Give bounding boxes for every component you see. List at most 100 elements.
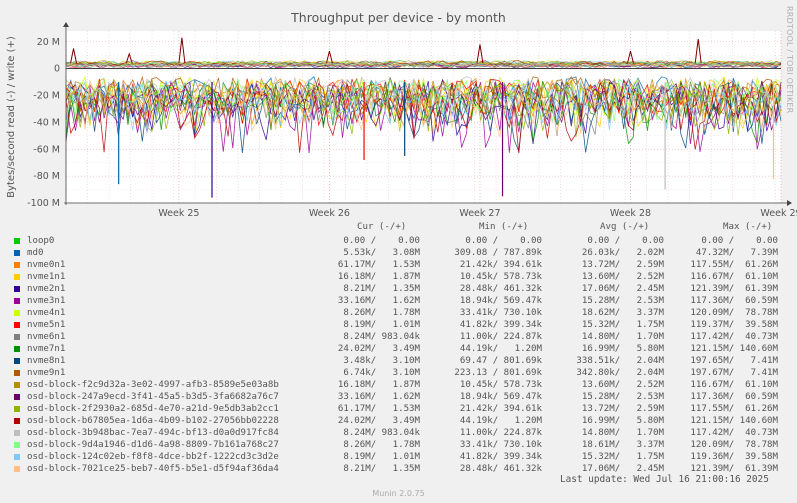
read-series-line (65, 80, 782, 145)
plot-area (66, 31, 781, 203)
legend-swatch (14, 262, 20, 268)
legend-row: osd-block-3b948bac-7ea7-494c-bf13-d0a0d9… (0, 427, 797, 439)
legend-row: nvme3n1 33.16M/ 1.62M 18.94k/ 569.47k 15.28… (0, 295, 797, 307)
legend-avg-value: 17.06M/ 2.45M (581, 284, 664, 294)
y-tick-label: -100 M (27, 198, 60, 209)
legend-swatch (14, 298, 20, 304)
legend-cur-value: 33.16M/ 1.62M (337, 392, 420, 402)
legend-header-row: Cur (-/+) Min (-/+) Avg (-/+) Max (-/+) (0, 221, 797, 233)
legend-avg-value: 26.03k/ 2.02M (581, 248, 664, 258)
legend-min-value: 28.48k/ 461.32k (459, 284, 542, 294)
legend-max-value: 0.00 / 0.00 (701, 236, 778, 246)
x-tick-label: Week 26 (309, 208, 350, 219)
legend-device-name: osd-block-247a9ecd-3f41-45a5-b3d5-3fa668… (27, 392, 279, 402)
legend-device-name: osd-block-b67805ea-1d6a-4b09-b102-27056b… (27, 416, 279, 426)
legend-device-name: osd-block-9d4a1946-d1d6-4a98-8809-7b161a… (27, 440, 279, 450)
write-series-line (65, 62, 782, 69)
rrdtool-credit-text: RRDTOOL / TOBI OETIKER (785, 6, 794, 114)
x-axis-arrow (787, 200, 792, 206)
legend-header-avg: Avg (-/+) (600, 222, 650, 232)
legend-device-name: osd-block-7021ce25-beb7-40f5-b5e1-d5f94a… (27, 464, 279, 474)
legend-device-name: md0 (27, 248, 44, 258)
legend-cur-value: 8.19M/ 1.01M (343, 320, 420, 330)
legend-row: osd-block-247a9ecd-3f41-45a5-b3d5-3fa668… (0, 391, 797, 403)
write-spike (125, 52, 133, 64)
legend-swatch (14, 274, 20, 280)
legend-avg-value: 14.80M/ 1.70M (581, 428, 664, 438)
read-series-line (65, 79, 782, 138)
legend-device-name: osd-block-3b948bac-7ea7-494c-bf13-d0a0d9… (27, 428, 279, 438)
legend-max-value: 117.55M/ 61.26M (690, 260, 778, 270)
legend-cur-value: 33.16M/ 1.62M (337, 296, 420, 306)
legend-max-value: 117.36M/ 60.59M (690, 296, 778, 306)
legend-swatch (14, 322, 20, 328)
legend-max-value: 117.42M/ 40.73M (690, 428, 778, 438)
x-tick-label: Week 25 (158, 208, 199, 219)
legend-max-value: 121.15M/ 140.60M (690, 344, 778, 354)
munin-version: Munin 2.0.75 (372, 489, 425, 498)
read-series-line (65, 81, 782, 154)
legend-device-name: nvme8n1 (27, 356, 66, 366)
legend-swatch (14, 334, 20, 340)
legend-cur-value: 24.02M/ 3.49M (337, 344, 420, 354)
legend-max-value: 116.67M/ 61.10M (690, 380, 778, 390)
legend-min-value: 21.42k/ 394.61k (459, 260, 542, 270)
legend-device-name: osd-block-124c02eb-f8f8-4dce-bb2f-1222cd… (27, 452, 279, 462)
write-spike (476, 44, 484, 64)
legend-row: nvme1n1 16.18M/ 1.87M 10.45k/ 578.73k 13.60… (0, 271, 797, 283)
y-axis-arrow (63, 22, 69, 27)
write-spike (626, 51, 634, 64)
legend-min-value: 223.13 / 801.69k (454, 368, 542, 378)
legend-device-name: nvme6n1 (27, 332, 66, 342)
legend-avg-value: 18.62M/ 3.37M (581, 308, 664, 318)
legend-swatch (14, 418, 20, 424)
legend-swatch (14, 310, 20, 316)
legend-min-value: 11.00k/ 224.87k (459, 332, 542, 342)
legend-avg-value: 16.99M/ 5.80M (581, 416, 664, 426)
legend-max-value: 119.36M/ 39.58M (690, 452, 778, 462)
legend-max-value: 120.09M/ 78.78M (690, 440, 778, 450)
y-tick-label: 20 M (37, 37, 60, 48)
y-axis-label: Bytes/second read (-) / write (+) (6, 36, 17, 198)
graph-title: Throughput per device - by month (291, 10, 506, 25)
legend-min-value: 44.19k/ 1.20M (459, 416, 542, 426)
legend-min-value: 33.41k/ 730.10k (459, 440, 542, 450)
legend-row: nvme0n1 61.17M/ 1.53M 21.42k/ 394.61k 13.72… (0, 259, 797, 271)
legend-row: osd-block-7021ce25-beb7-40f5-b5e1-d5f94a… (0, 463, 797, 475)
legend-row: osd-block-f2c9d32a-3e02-4997-afb3-8589e5… (0, 379, 797, 391)
last-update: Last update: Wed Jul 16 21:00:16 2025 (560, 474, 769, 485)
legend-row: nvme9n1 6.74k/ 3.10M 223.13 / 801.69k 342.8… (0, 367, 797, 379)
legend-min-value: 18.94k/ 569.47k (459, 392, 542, 402)
legend-min-value: 0.00 / 0.00 (465, 236, 542, 246)
legend-cur-value: 61.17M/ 1.53M (337, 404, 420, 414)
legend-device-name: osd-block-f2c9d32a-3e02-4997-afb3-8589e5… (27, 380, 279, 390)
legend-row: nvme8n1 3.48k/ 3.10M 69.47 / 801.69k 338.51… (0, 355, 797, 367)
read-series-line (65, 75, 782, 118)
x-tick-label: Week 29 (760, 208, 797, 219)
legend-max-value: 121.15M/ 140.60M (690, 416, 778, 426)
legend-device-name: osd-block-2f2930a2-685d-4e70-a21d-9e5db3… (27, 404, 279, 414)
legend-swatch (14, 466, 20, 472)
legend-row: nvme7n1 24.02M/ 3.49M 44.19k/ 1.20M 16.99M/… (0, 343, 797, 355)
legend-cur-value: 0.00 / 0.00 (343, 236, 420, 246)
legend-cur-value: 8.26M/ 1.78M (343, 308, 420, 318)
legend-row: nvme5n1 8.19M/ 1.01M 41.82k/ 399.34k 15.32M… (0, 319, 797, 331)
legend-cur-value: 24.02M/ 3.49M (337, 416, 420, 426)
legend-avg-value: 15.32M/ 1.75M (581, 320, 664, 330)
legend-min-value: 33.41k/ 730.10k (459, 308, 542, 318)
legend-min-value: 44.19k/ 1.20M (459, 344, 542, 354)
legend-avg-value: 14.80M/ 1.70M (581, 332, 664, 342)
legend-device-name: nvme3n1 (27, 296, 66, 306)
legend-max-value: 121.39M/ 61.39M (690, 464, 778, 474)
x-tick-label: Week 28 (610, 208, 651, 219)
legend-cur-value: 8.24M/ 983.04k (343, 332, 420, 342)
rrdtool-credit: RRDTOOL / TOBI OETIKER (783, 0, 797, 503)
legend-avg-value: 16.99M/ 5.80M (581, 344, 664, 354)
read-series-line (65, 77, 782, 128)
legend-avg-value: 342.80k/ 2.04M (576, 368, 664, 378)
legend-min-value: 11.00k/ 224.87k (459, 428, 542, 438)
legend-swatch (14, 358, 20, 364)
legend-max-value: 117.55M/ 61.26M (690, 404, 778, 414)
